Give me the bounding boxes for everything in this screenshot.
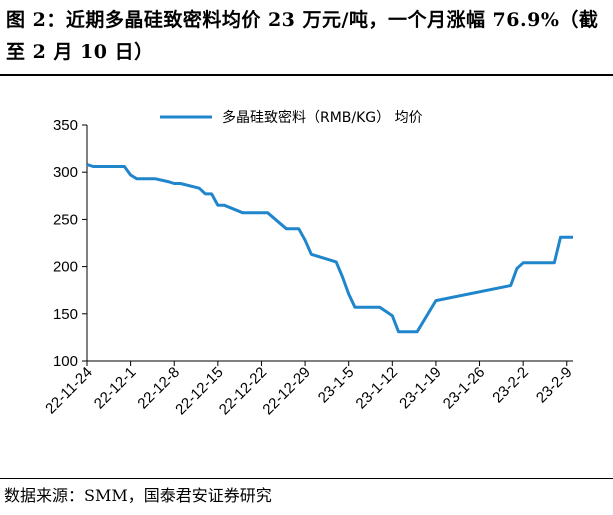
figure-title: 图 2：近期多晶硅致密料均价 23 万元/吨，一个月涨幅 76.9%（截至 2 …	[6, 9, 599, 63]
x-tick-label: 23-2-9	[533, 364, 576, 407]
x-tick-label: 23-1-5	[315, 364, 358, 407]
y-tick-label: 250	[53, 211, 78, 228]
x-tick-label: 23-2-2	[489, 364, 532, 407]
title-rule	[0, 74, 613, 76]
legend: 多晶硅致密料（RMB/KG） 均价	[160, 109, 423, 126]
y-tick-label: 350	[53, 117, 78, 134]
legend-label: 多晶硅致密料（RMB/KG） 均价	[222, 109, 423, 126]
x-tick-label: 22-12-1	[91, 364, 140, 413]
x-axis-ticks: 22-11-2422-12-122-12-822-12-1522-12-2222…	[42, 361, 576, 418]
series-line	[86, 163, 573, 334]
x-tick-label: 22-11-24	[42, 364, 96, 418]
x-tick-label: 22-12-29	[259, 364, 313, 418]
axes	[86, 125, 573, 362]
y-tick-label: 300	[53, 164, 78, 181]
y-tick-label: 200	[53, 259, 78, 276]
data-source: 数据来源：SMM，国泰君安证券研究	[4, 486, 272, 505]
y-tick-label: 150	[53, 306, 78, 323]
y-axis-ticks: 100 150 200 250 300 350	[53, 117, 87, 370]
footer-rule	[0, 478, 613, 479]
x-tick-label: 23-1-12	[353, 364, 402, 413]
x-tick-label: 23-1-26	[440, 364, 489, 413]
x-tick-label: 23-1-19	[396, 364, 445, 413]
y-tick-label: 100	[53, 353, 78, 370]
